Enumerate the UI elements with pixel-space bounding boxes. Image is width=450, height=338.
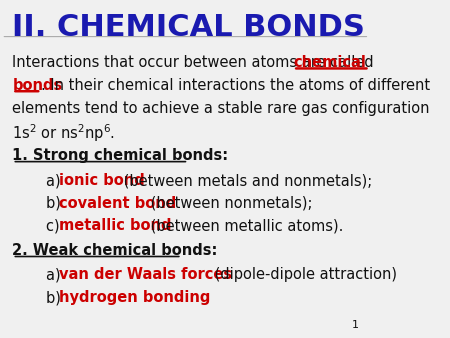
Text: (between nonmetals);: (between nonmetals); <box>146 196 312 211</box>
Text: 1s$^2$ or ns$^2$np$^6$.: 1s$^2$ or ns$^2$np$^6$. <box>13 123 116 144</box>
Text: c): c) <box>45 218 64 233</box>
Text: hydrogen bonding: hydrogen bonding <box>59 290 210 305</box>
Text: metallic bond: metallic bond <box>59 218 171 233</box>
Text: . In their chemical interactions the atoms of different: . In their chemical interactions the ato… <box>41 78 430 93</box>
Text: 2. Weak chemical bonds:: 2. Weak chemical bonds: <box>13 243 218 258</box>
Text: a): a) <box>45 173 65 188</box>
Text: chemical: chemical <box>293 55 366 70</box>
Text: Interactions that occur between atoms are called: Interactions that occur between atoms ar… <box>13 55 379 70</box>
Text: b): b) <box>45 290 65 305</box>
Text: 1: 1 <box>351 320 358 330</box>
Text: ionic bond: ionic bond <box>59 173 144 188</box>
Text: (between metals and nonmetals);: (between metals and nonmetals); <box>119 173 373 188</box>
Text: 1. Strong chemical bonds:: 1. Strong chemical bonds: <box>13 148 229 163</box>
Text: bonds: bonds <box>13 78 63 93</box>
Text: van der Waals forces: van der Waals forces <box>59 267 232 282</box>
Text: (between metallic atoms).: (between metallic atoms). <box>146 218 343 233</box>
Text: (dipole-dipole attraction): (dipole-dipole attraction) <box>210 267 397 282</box>
Text: elements tend to achieve a stable rare gas configuration: elements tend to achieve a stable rare g… <box>13 101 430 116</box>
Text: II. CHEMICAL BONDS: II. CHEMICAL BONDS <box>13 13 365 42</box>
Text: a): a) <box>45 267 65 282</box>
Text: covalent bond: covalent bond <box>59 196 176 211</box>
Text: b): b) <box>45 196 65 211</box>
